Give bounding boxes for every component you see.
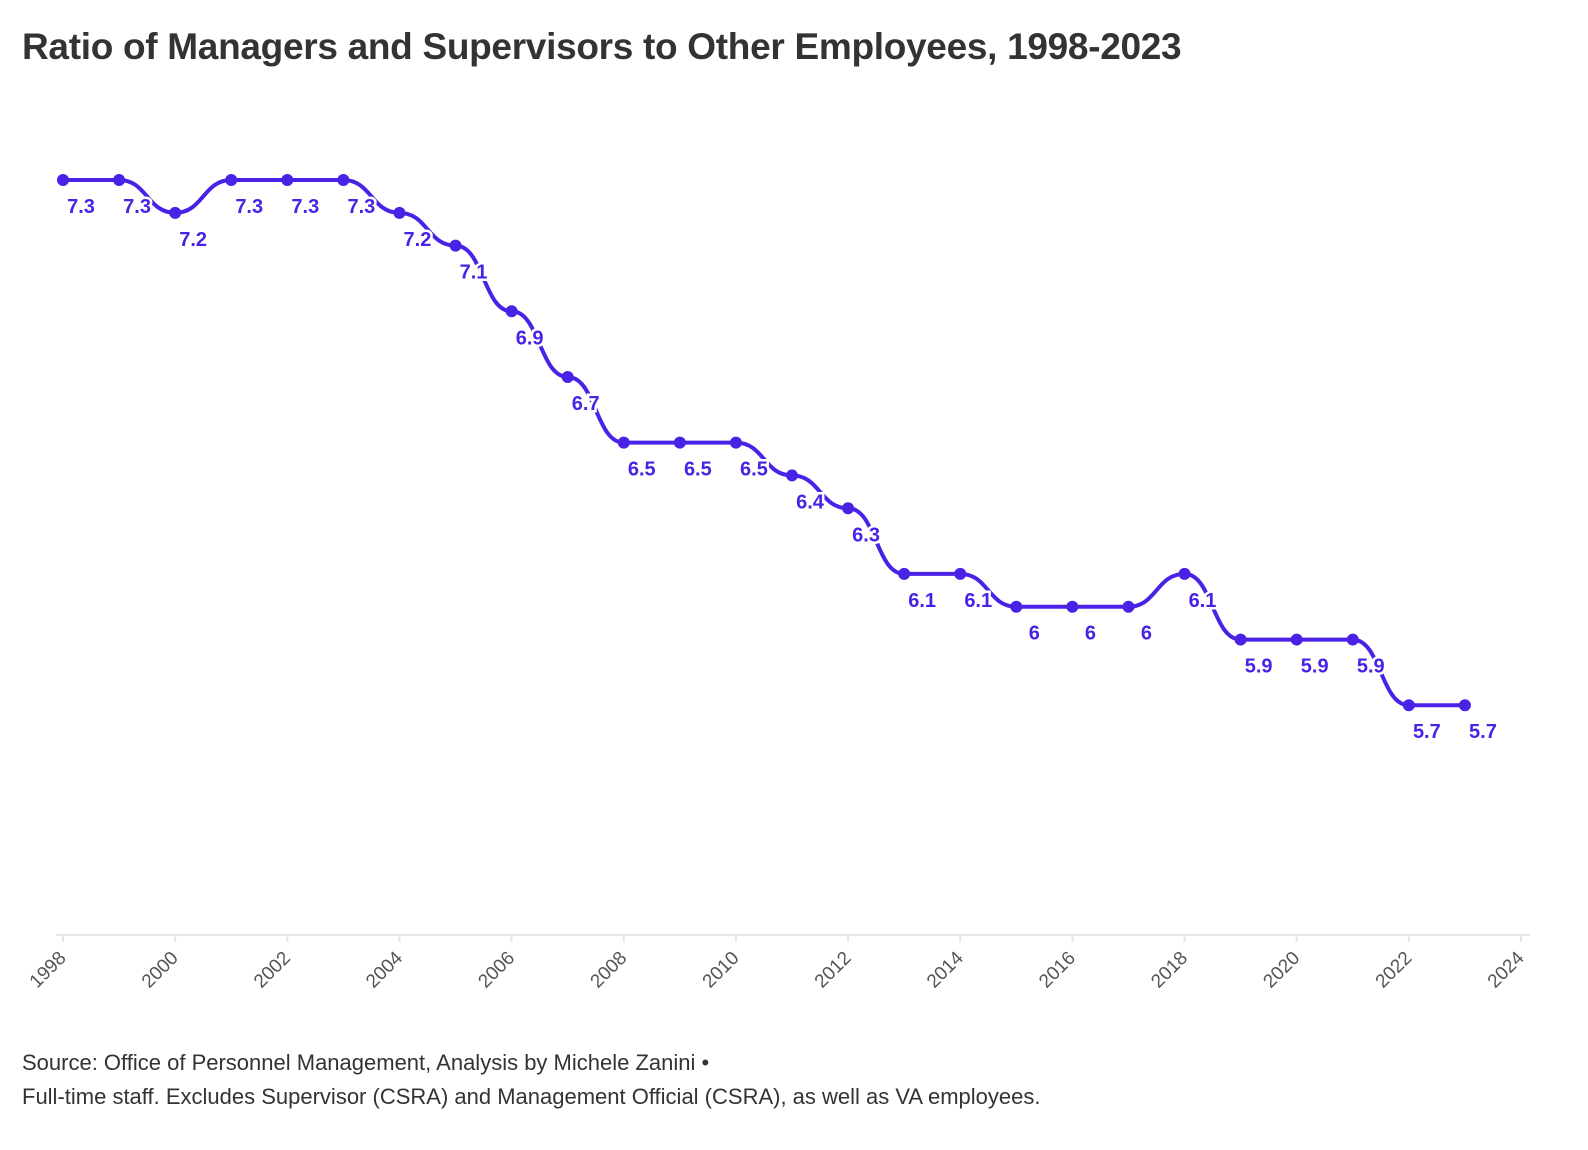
x-tick-label: 2018 (1147, 948, 1192, 993)
x-axis: 1998 2000 2002 2004 2006 2008 2010 2012 2014 2016… (26, 934, 1530, 993)
data-point (617, 436, 630, 449)
data-point (898, 567, 911, 580)
source-note: Source: Office of Personnel Management, … (22, 1050, 710, 1075)
series-layer: 7.3 7.3 7.2 7.3 7.3 7.3 7.2 7.1 6.9 6.7 6.5 6.5 6.5 6… (57, 174, 1499, 746)
data-label: 6.5 (684, 459, 712, 481)
data-label: 6 (1141, 623, 1152, 645)
data-point (1458, 699, 1471, 712)
data-point (673, 436, 686, 449)
data-point (281, 174, 294, 186)
x-tick-label: 2000 (138, 948, 183, 993)
data-point (225, 174, 238, 186)
data-label: 6.1 (964, 590, 992, 612)
data-point (729, 436, 742, 449)
x-tick-label: 2022 (1372, 948, 1417, 993)
data-point (842, 502, 855, 515)
chart-title: Ratio of Managers and Supervisors to Oth… (22, 26, 1182, 67)
data-point (449, 239, 462, 252)
data-point (1066, 600, 1079, 613)
data-label: 6.1 (1189, 590, 1217, 612)
x-tick-label: 2012 (811, 948, 856, 993)
data-label: 6.1 (908, 590, 936, 612)
data-label: 6.7 (572, 393, 600, 415)
x-tick-label: 2016 (1035, 948, 1080, 993)
data-label: 6.9 (516, 327, 544, 349)
series-line (61, 178, 1467, 708)
data-point (1346, 633, 1359, 646)
data-point (337, 174, 350, 186)
data-point (1122, 600, 1135, 613)
data-label: 5.9 (1245, 656, 1273, 678)
data-note: Full-time staff. Excludes Supervisor (CS… (22, 1084, 1041, 1109)
footer: Source: Office of Personnel Management, … (22, 1046, 1041, 1114)
data-label: 5.7 (1413, 721, 1441, 743)
data-point (561, 370, 574, 383)
x-tick-label: 2020 (1259, 948, 1304, 993)
data-point (169, 206, 182, 219)
data-label: 6.3 (852, 524, 880, 546)
x-tick-label: 2006 (474, 948, 519, 993)
data-label: 5.9 (1357, 656, 1385, 678)
data-label: 7.3 (123, 196, 151, 218)
data-point (393, 206, 406, 219)
data-label: 6.5 (628, 459, 656, 481)
data-label: 6 (1085, 623, 1096, 645)
data-label: 6.5 (740, 459, 768, 481)
data-point (1402, 699, 1415, 712)
data-point (1010, 600, 1023, 613)
x-tick-label: 2010 (699, 948, 744, 993)
data-point (505, 305, 518, 318)
data-label: 6 (1029, 623, 1040, 645)
data-label: 7.3 (67, 196, 95, 218)
x-tick-label: 2024 (1484, 947, 1529, 992)
data-label: 7.1 (460, 262, 488, 284)
data-point (113, 174, 126, 186)
data-point (57, 174, 69, 186)
x-tick-label: 2014 (923, 947, 968, 992)
data-label: 7.2 (179, 229, 207, 251)
data-point (1234, 633, 1247, 646)
x-tick-label: 1998 (26, 948, 71, 993)
data-label: 6.4 (796, 491, 825, 513)
data-label: 7.3 (347, 196, 375, 218)
data-point (954, 567, 967, 580)
x-tick-label: 2002 (250, 948, 295, 993)
data-label: 7.3 (235, 196, 263, 218)
data-label: 7.3 (291, 196, 319, 218)
data-label: 7.2 (404, 229, 432, 251)
data-point (786, 469, 798, 482)
data-point (1290, 633, 1303, 646)
x-tick-label: 2004 (362, 947, 407, 992)
data-label: 5.7 (1469, 721, 1497, 743)
data-label: 5.9 (1301, 656, 1329, 678)
x-tick-label: 2008 (587, 948, 632, 993)
data-point (1178, 567, 1191, 580)
